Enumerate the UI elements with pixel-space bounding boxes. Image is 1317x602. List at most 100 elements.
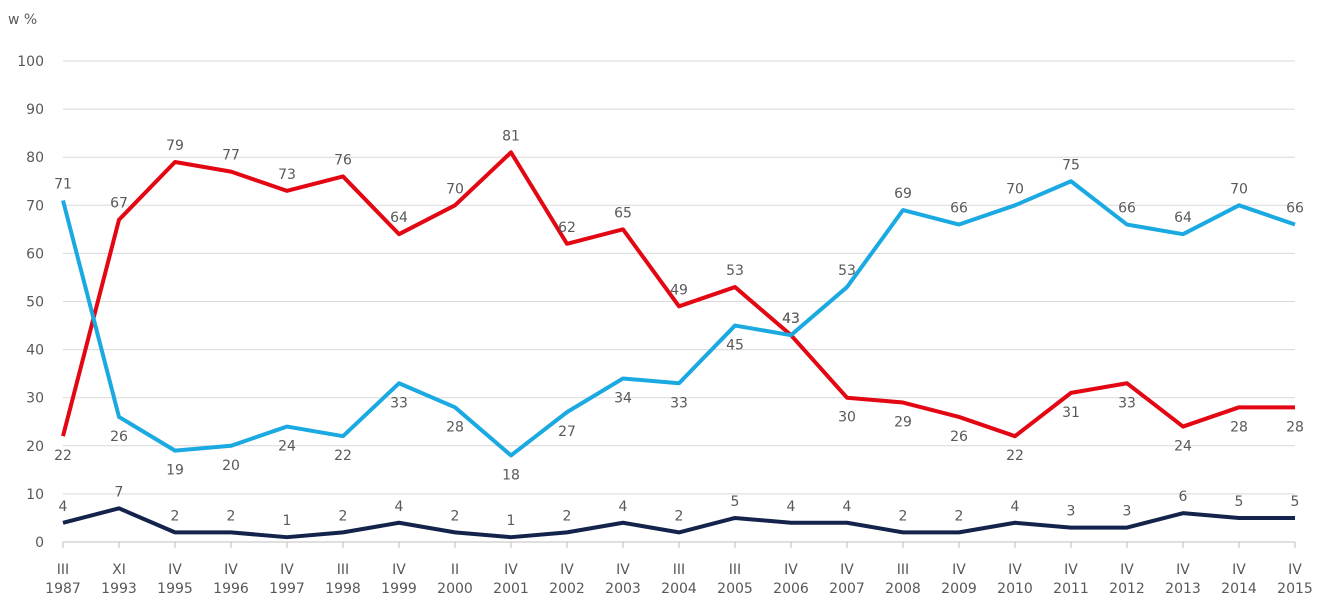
x-tick-label: III 2008 bbox=[885, 562, 921, 597]
data-label: 70 bbox=[446, 181, 464, 197]
y-tick-label: 80 bbox=[26, 150, 44, 166]
data-label: 33 bbox=[390, 395, 408, 411]
y-tick-label: 70 bbox=[26, 198, 44, 214]
data-label: 75 bbox=[1062, 157, 1080, 173]
y-tick-label: 60 bbox=[26, 246, 44, 262]
data-label: 5 bbox=[731, 494, 740, 510]
data-label: 66 bbox=[950, 201, 968, 217]
y-tick-label: 10 bbox=[26, 487, 44, 503]
data-label: 2 bbox=[899, 508, 908, 524]
data-label: 65 bbox=[614, 205, 632, 221]
data-label: 26 bbox=[950, 429, 968, 445]
data-label: 81 bbox=[502, 128, 520, 144]
data-label: 7 bbox=[115, 484, 124, 500]
line bbox=[62, 506, 1295, 540]
data-label: 30 bbox=[838, 410, 856, 426]
data-label: 64 bbox=[390, 210, 408, 226]
x-tick-label: III 2004 bbox=[661, 562, 697, 597]
data-label: 3 bbox=[1123, 504, 1132, 520]
data-label: 22 bbox=[334, 448, 352, 464]
data-label: 24 bbox=[1174, 439, 1192, 455]
data-label: 31 bbox=[1062, 405, 1080, 421]
data-label: 2 bbox=[675, 508, 684, 524]
data-label: 4 bbox=[787, 499, 796, 515]
data-label: 1 bbox=[283, 513, 292, 529]
data-label: 1 bbox=[507, 513, 516, 529]
data-label: 49 bbox=[670, 282, 688, 298]
x-tick-label: IV 2012 bbox=[1109, 562, 1145, 597]
data-label: 62 bbox=[558, 220, 576, 236]
line bbox=[61, 179, 1296, 458]
data-label: 4 bbox=[843, 499, 852, 515]
data-label: 67 bbox=[110, 196, 128, 212]
data-label: 53 bbox=[838, 263, 856, 279]
data-label: 28 bbox=[1286, 419, 1304, 435]
x-tick-label: IV 2002 bbox=[549, 562, 585, 597]
y-tick-label: 20 bbox=[26, 439, 44, 455]
x-tick-label: IV 2003 bbox=[605, 562, 641, 597]
data-label: 27 bbox=[558, 424, 576, 440]
x-tick-label: IV 2013 bbox=[1165, 562, 1201, 597]
data-label: 79 bbox=[166, 138, 184, 154]
x-tick-label: III 2005 bbox=[717, 562, 753, 597]
data-label: 2 bbox=[955, 508, 964, 524]
y-tick-label: 90 bbox=[26, 102, 44, 118]
data-label: 64 bbox=[1174, 210, 1192, 226]
x-tick-label: IV 2011 bbox=[1053, 562, 1089, 597]
x-tick-label: IV 2014 bbox=[1221, 562, 1257, 597]
data-label: 2 bbox=[339, 508, 348, 524]
data-label: 76 bbox=[334, 152, 352, 168]
data-label: 45 bbox=[726, 338, 744, 354]
data-label: 2 bbox=[171, 508, 180, 524]
data-label: 26 bbox=[110, 429, 128, 445]
data-label: 4 bbox=[395, 499, 404, 515]
data-label: 28 bbox=[1230, 419, 1248, 435]
data-label: 24 bbox=[278, 439, 296, 455]
data-label: 33 bbox=[670, 395, 688, 411]
data-label: 4 bbox=[1011, 499, 1020, 515]
data-label: 34 bbox=[614, 390, 632, 406]
data-label: 20 bbox=[222, 458, 240, 474]
data-label: 3 bbox=[1067, 504, 1076, 520]
data-label: 71 bbox=[54, 176, 72, 192]
data-label: 18 bbox=[502, 467, 520, 483]
data-label: 28 bbox=[446, 419, 464, 435]
data-label: 29 bbox=[894, 415, 912, 431]
x-tick-label: IV 1997 bbox=[269, 562, 305, 597]
data-label: 2 bbox=[563, 508, 572, 524]
data-label: 6 bbox=[1179, 489, 1188, 505]
x-tick-label: IV 2015 bbox=[1277, 562, 1313, 597]
data-label: 53 bbox=[726, 263, 744, 279]
data-label: 22 bbox=[54, 448, 72, 464]
data-label: 69 bbox=[894, 186, 912, 202]
data-label: 2 bbox=[227, 508, 236, 524]
x-tick-label: II 2000 bbox=[437, 562, 473, 597]
data-label: 2 bbox=[451, 508, 460, 524]
y-axis-label: w % bbox=[8, 12, 37, 28]
data-label: 66 bbox=[1118, 201, 1136, 217]
data-label: 22 bbox=[1006, 448, 1024, 464]
x-tick-label: IV 1995 bbox=[157, 562, 193, 597]
x-tick-label: IV 2009 bbox=[941, 562, 977, 597]
y-tick-label: 100 bbox=[17, 54, 44, 70]
data-label: 4 bbox=[59, 499, 68, 515]
x-tick-label: IV 1996 bbox=[213, 562, 249, 597]
data-label: 43 bbox=[782, 311, 800, 327]
y-tick-label: 0 bbox=[35, 535, 44, 551]
x-tick-label: III 1987 bbox=[45, 562, 81, 597]
data-label: 43 bbox=[782, 311, 800, 327]
x-tick-label: IV 1999 bbox=[381, 562, 417, 597]
data-label: 5 bbox=[1235, 494, 1244, 510]
x-tick-label: XI 1993 bbox=[101, 562, 137, 597]
x-tick-label: IV 2010 bbox=[997, 562, 1033, 597]
x-tick-label: IV 2006 bbox=[773, 562, 809, 597]
y-tick-label: 50 bbox=[26, 295, 44, 311]
data-label: 66 bbox=[1286, 201, 1304, 217]
data-label: 73 bbox=[278, 167, 296, 183]
line bbox=[61, 150, 1295, 439]
y-tick-label: 40 bbox=[26, 343, 44, 359]
x-tick-label: III 1998 bbox=[325, 562, 361, 597]
data-label: 70 bbox=[1006, 181, 1024, 197]
x-tick-label: IV 2007 bbox=[829, 562, 865, 597]
